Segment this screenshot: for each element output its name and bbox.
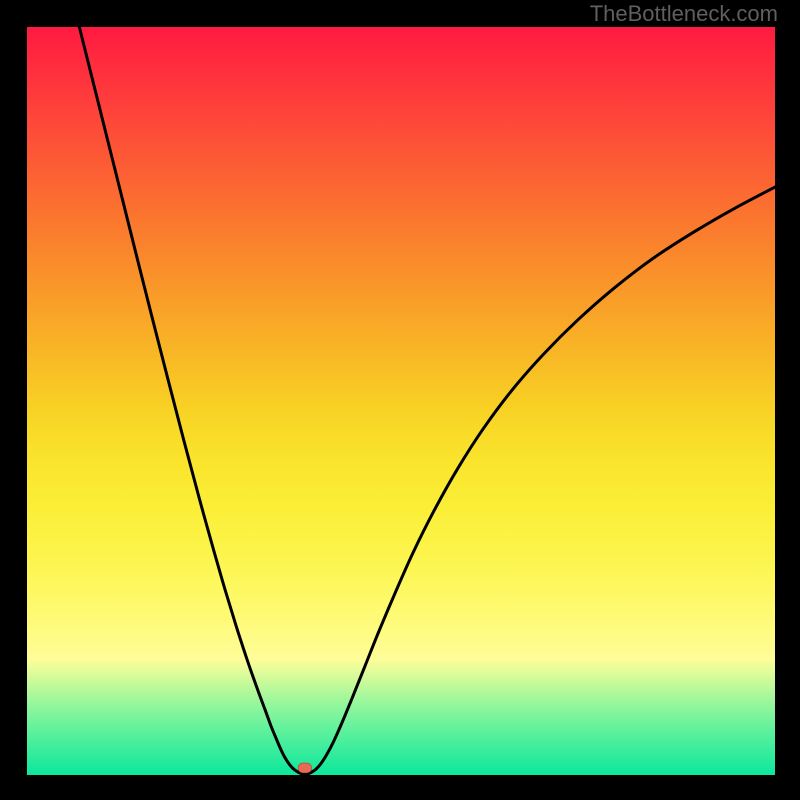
plot-area bbox=[27, 27, 775, 775]
minimum-marker bbox=[298, 763, 311, 773]
chart-svg bbox=[27, 27, 775, 775]
image-frame: TheBottleneck.com bbox=[0, 0, 800, 800]
watermark-text: TheBottleneck.com bbox=[590, 1, 778, 27]
gradient-background bbox=[27, 27, 775, 775]
